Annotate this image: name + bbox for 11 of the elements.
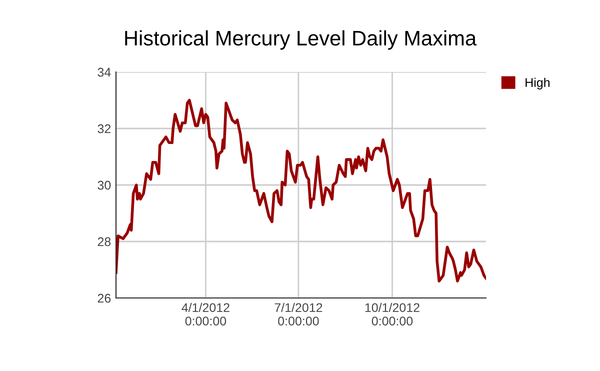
line-series [116,98,486,282]
x-tick-label: 4/1/2012 0:00:00 [182,302,230,326]
y-tick-label: 30 [98,180,111,190]
x-tick-label: 7/1/2012 0:00:00 [274,302,322,326]
y-tick-label: 34 [98,68,111,77]
y-tick-label: 28 [98,237,111,246]
legend-label: High [526,78,550,90]
y-tick-label: 26 [98,294,111,303]
chart-title: Historical Mercury Level Daily Maxima [125,30,477,50]
x-tick-label: 10/1/2012 0:00:00 [365,302,420,326]
y-tick-label: 32 [98,124,111,134]
